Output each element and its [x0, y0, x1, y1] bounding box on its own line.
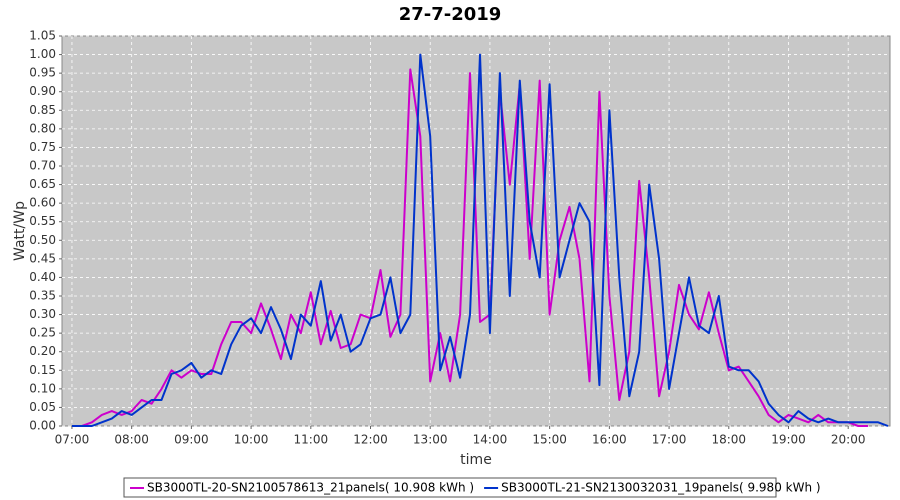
x-tick-label: 17:00	[652, 433, 687, 447]
x-axis-label: time	[460, 452, 492, 468]
y-tick-label: 0.95	[29, 66, 56, 80]
y-tick-label: 0.20	[29, 344, 56, 358]
x-tick-label: 07:00	[55, 433, 90, 447]
legend-label: SB3000TL-20-SN2100578613_21panels( 10.90…	[147, 481, 474, 495]
y-tick-label: 0.15	[29, 363, 56, 377]
y-tick-label: 0.05	[29, 400, 56, 414]
y-tick-label: 0.25	[29, 326, 56, 340]
y-tick-label: 0.70	[29, 159, 56, 173]
y-tick-label: 0.35	[29, 289, 56, 303]
x-tick-label: 11:00	[294, 433, 329, 447]
x-tick-label: 20:00	[831, 433, 866, 447]
y-tick-label: 0.55	[29, 214, 56, 228]
x-tick-label: 13:00	[413, 433, 448, 447]
x-tick-label: 14:00	[473, 433, 508, 447]
y-tick-label: 0.50	[29, 233, 56, 247]
y-tick-label: 0.40	[29, 270, 56, 284]
y-tick-label: 0.75	[29, 140, 56, 154]
x-tick-label: 15:00	[532, 433, 567, 447]
y-tick-label: 1.00	[29, 47, 56, 61]
y-tick-label: 0.85	[29, 103, 56, 117]
x-tick-label: 12:00	[353, 433, 388, 447]
x-tick-label: 16:00	[592, 433, 627, 447]
line-series	[72, 53, 889, 427]
x-tick-label: 09:00	[174, 433, 209, 447]
x-tick-label: 19:00	[771, 433, 806, 447]
y-tick-label: 0.10	[29, 381, 56, 395]
y-tick-label: 0.90	[29, 84, 56, 98]
x-tick-label: 10:00	[234, 433, 269, 447]
legend-label: SB3000TL-21-SN2130032031_19panels( 9.980…	[501, 481, 820, 495]
y-tick-label: 0.45	[29, 251, 56, 265]
y-tick-label: 0.65	[29, 177, 56, 191]
legend-box	[123, 477, 777, 498]
y-tick-label: 0.80	[29, 121, 56, 135]
y-tick-label: 0.60	[29, 196, 56, 210]
y-axis-label: Watt/Wp	[12, 201, 28, 261]
y-tick-label: 0.30	[29, 307, 56, 321]
x-tick-label: 08:00	[114, 433, 149, 447]
chart-title: 27-7-2019	[399, 4, 502, 25]
y-tick-label: 1.05	[29, 29, 56, 43]
y-tick-label: 0.00	[29, 419, 56, 433]
x-tick-label: 18:00	[711, 433, 746, 447]
